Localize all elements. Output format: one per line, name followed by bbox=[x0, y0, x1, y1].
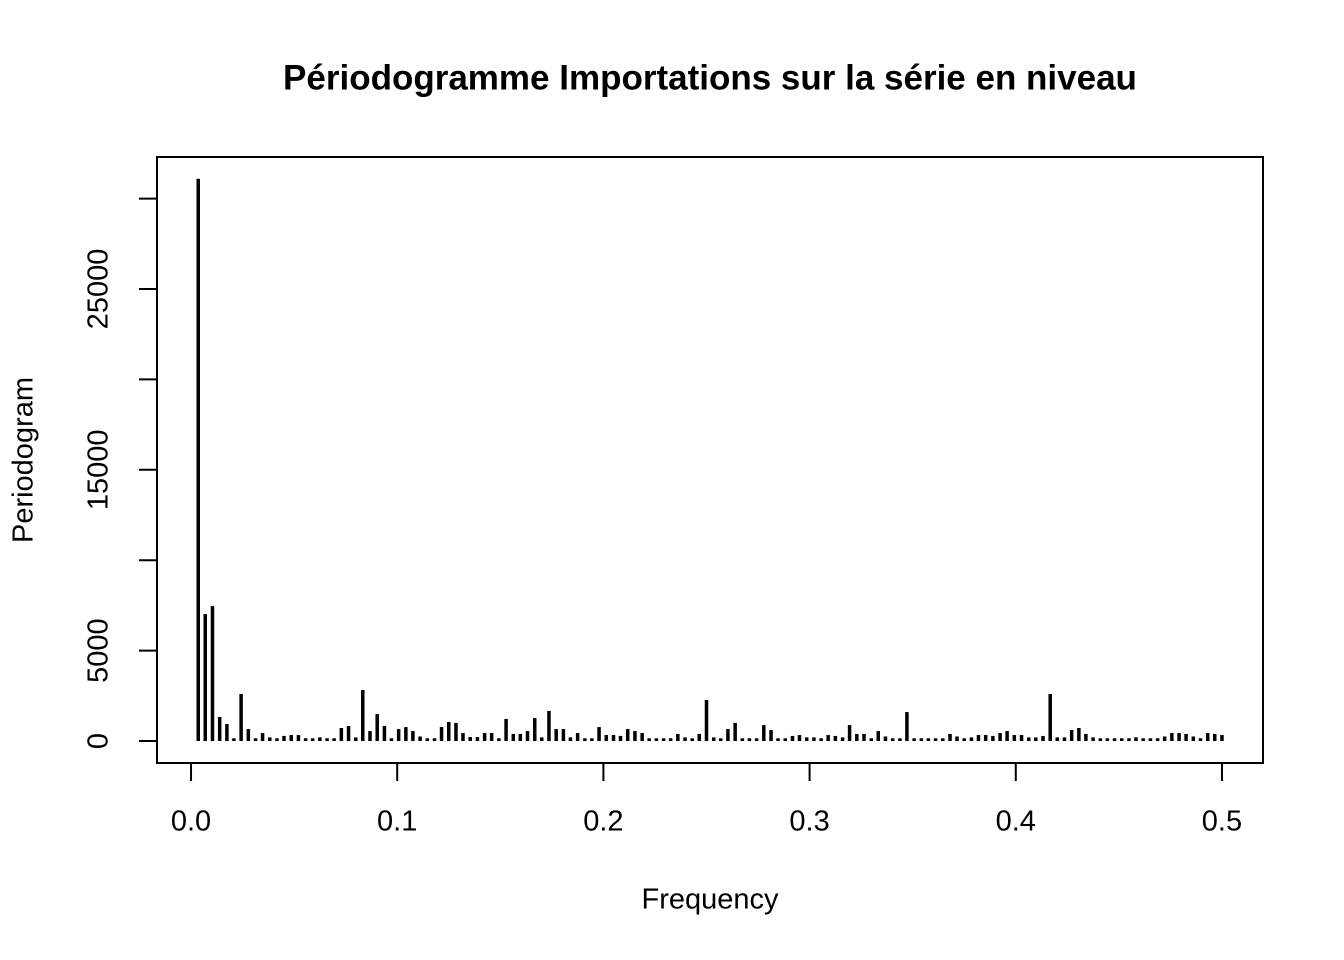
y-tick-label: 0 bbox=[83, 733, 115, 749]
y-tick-label: 5000 bbox=[83, 618, 115, 683]
y-tick-label: 25000 bbox=[83, 249, 115, 330]
x-tick-label: 0.2 bbox=[583, 806, 623, 838]
x-tick-label: 0.0 bbox=[171, 806, 211, 838]
y-axis-label: Periodogram bbox=[8, 377, 40, 543]
y-tick-label: 15000 bbox=[83, 429, 115, 510]
x-tick-label: 0.1 bbox=[377, 806, 417, 838]
x-tick-label: 0.5 bbox=[1202, 806, 1242, 838]
chart-title: Périodogramme Importations sur la série … bbox=[283, 58, 1137, 97]
x-tick-label: 0.3 bbox=[789, 806, 829, 838]
plot-box bbox=[156, 156, 1264, 764]
x-tick-label: 0.4 bbox=[996, 806, 1036, 838]
x-axis-label: Frequency bbox=[641, 884, 779, 916]
